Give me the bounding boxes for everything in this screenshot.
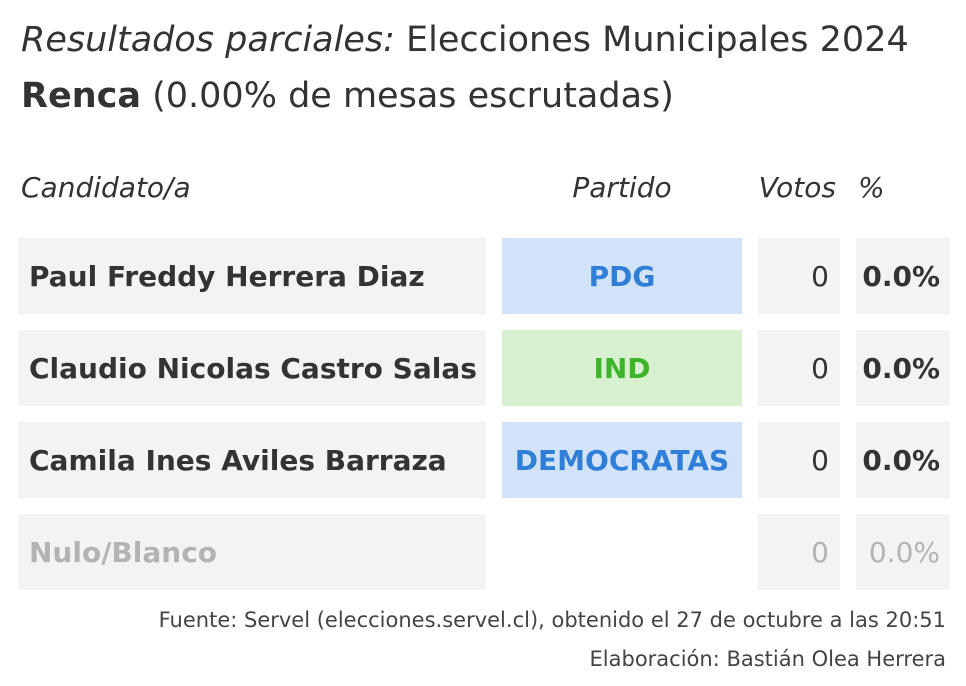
vote-percent: 0.0% bbox=[856, 238, 950, 314]
vote-percent: 0.0% bbox=[856, 330, 950, 406]
scrutiny-progress: (0.00% de mesas escrutadas) bbox=[140, 76, 674, 116]
credit-note: Elaboración: Bastián Olea Herrera bbox=[589, 647, 946, 671]
vote-count: 0 bbox=[758, 238, 840, 314]
candidate-name: Paul Freddy Herrera Diaz bbox=[18, 238, 486, 314]
vote-count: 0 bbox=[758, 514, 840, 590]
party-badge: DEMOCRATAS bbox=[502, 422, 742, 498]
column-header-votes: Votos bbox=[758, 171, 836, 204]
source-note: Fuente: Servel (elecciones.servel.cl), o… bbox=[158, 608, 946, 632]
column-header-candidate: Candidato/a bbox=[21, 171, 191, 204]
party-badge: IND bbox=[502, 330, 742, 406]
election-name: Elecciones Municipales 2024 bbox=[394, 20, 909, 60]
table-row-null-blank: Nulo/Blanco 0 0.0% bbox=[0, 514, 966, 590]
table-row: Paul Freddy Herrera Diaz PDG 0 0.0% bbox=[0, 238, 966, 314]
column-header-party: Partido bbox=[572, 171, 672, 204]
vote-count: 0 bbox=[758, 330, 840, 406]
candidate-name: Claudio Nicolas Castro Salas bbox=[18, 330, 486, 406]
candidate-name: Camila Ines Aviles Barraza bbox=[18, 422, 486, 498]
null-blank-label: Nulo/Blanco bbox=[18, 514, 486, 590]
table-row: Camila Ines Aviles Barraza DEMOCRATAS 0 … bbox=[0, 422, 966, 498]
table-row: Claudio Nicolas Castro Salas IND 0 0.0% bbox=[0, 330, 966, 406]
column-header-percent: % bbox=[858, 171, 885, 204]
page-title: Resultados parciales: Elecciones Municip… bbox=[21, 18, 909, 62]
vote-count: 0 bbox=[758, 422, 840, 498]
party-badge: PDG bbox=[502, 238, 742, 314]
commune-name: Renca bbox=[21, 76, 141, 116]
title-label: Resultados parciales: bbox=[21, 20, 395, 60]
vote-percent: 0.0% bbox=[856, 514, 950, 590]
page-subtitle: Renca (0.00% de mesas escrutadas) bbox=[21, 74, 674, 118]
vote-percent: 0.0% bbox=[856, 422, 950, 498]
